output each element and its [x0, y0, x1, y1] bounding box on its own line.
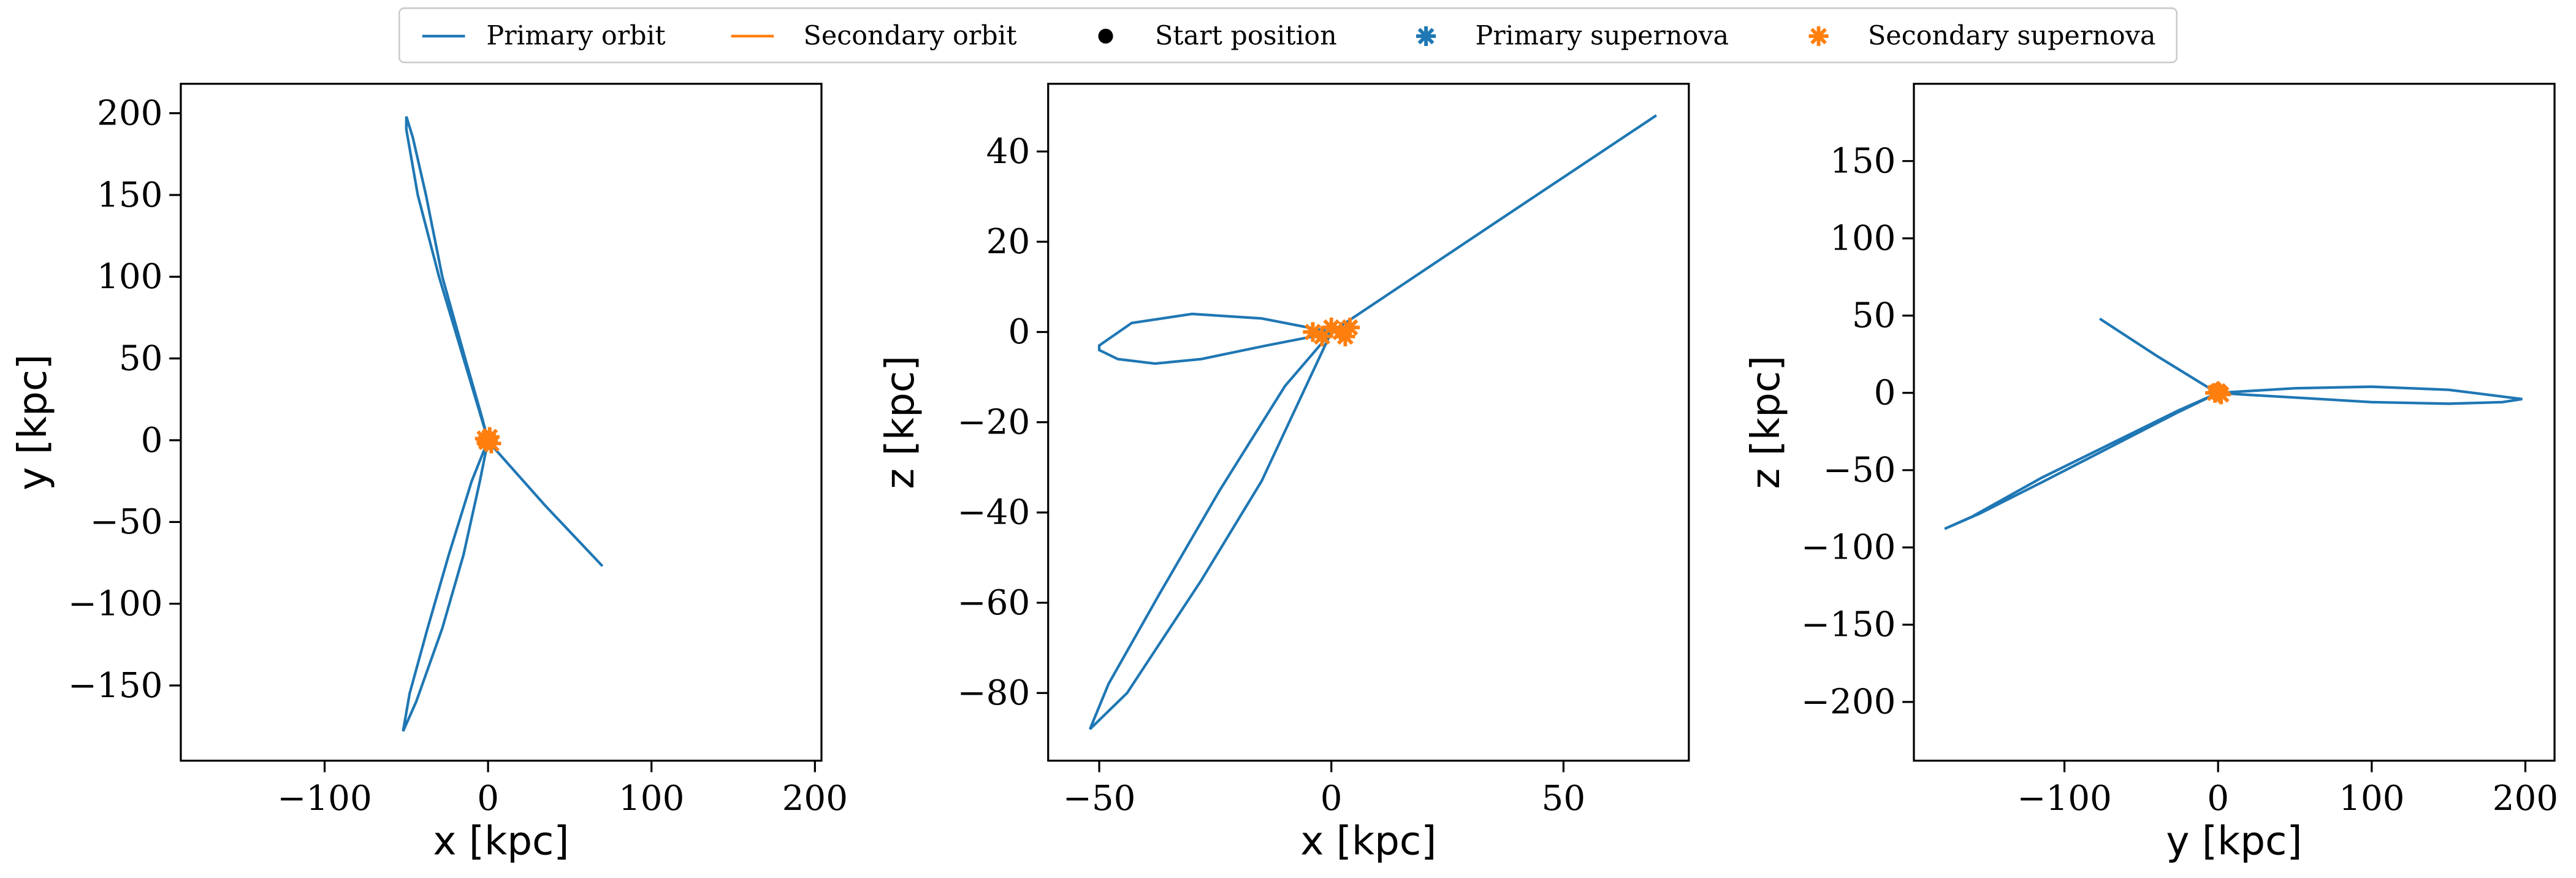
x-tick-label: 100 — [2339, 779, 2404, 819]
y-axis-label: z [kpc] — [877, 356, 923, 489]
y-tick-label: −150 — [1801, 605, 1896, 645]
x-tick-label: 0 — [2207, 779, 2229, 819]
legend-label: Primary orbit — [486, 20, 665, 51]
legend-label: Start position — [1155, 20, 1337, 51]
y-tick-label: 40 — [986, 132, 1031, 172]
y-tick-label: 200 — [97, 93, 162, 133]
y-tick-label: −20 — [958, 402, 1031, 442]
legend-label: Primary supernova — [1475, 20, 1729, 51]
y-tick-label: −50 — [90, 502, 163, 542]
supernova-marker — [478, 430, 498, 451]
y-tick-label: −150 — [68, 666, 163, 706]
supernova-marker — [1303, 322, 1323, 342]
x-tick-label: 0 — [477, 779, 499, 819]
orbit-line — [1944, 317, 2523, 530]
y-tick-label: 0 — [141, 421, 163, 460]
x-tick-label: 200 — [2493, 779, 2558, 819]
orbit-line — [402, 116, 604, 732]
x-tick-label: 50 — [1542, 779, 1586, 819]
y-tick-label: −50 — [1823, 451, 1896, 491]
supernova-marker — [2209, 383, 2230, 403]
x-axis-label: x [kpc] — [1300, 818, 1436, 864]
legend-box — [398, 7, 2178, 64]
orbit-line — [1088, 114, 1658, 730]
supernova-marker — [1339, 318, 1360, 338]
legend-marker — [1808, 26, 1829, 47]
legend-marker — [1416, 26, 1436, 47]
legend-label: Secondary supernova — [1868, 20, 2156, 51]
y-tick-label: −80 — [958, 673, 1031, 713]
x-tick-label: 0 — [1320, 779, 1343, 819]
x-tick-label: −100 — [2017, 779, 2112, 819]
legend-label: Secondary orbit — [804, 20, 1017, 51]
y-tick-label: −200 — [1801, 682, 1896, 722]
x-tick-label: 200 — [782, 779, 848, 819]
y-tick-label: −100 — [68, 584, 163, 624]
supernova-marker — [1312, 326, 1332, 346]
x-axis-label: y [kpc] — [2166, 818, 2302, 864]
y-axis-label: y [kpc] — [10, 354, 56, 491]
y-tick-label: −100 — [1801, 528, 1896, 568]
axes-frame — [1047, 83, 1690, 762]
x-tick-label: −50 — [1063, 779, 1136, 819]
y-tick-label: 50 — [1852, 296, 1896, 336]
y-tick-label: −60 — [958, 583, 1031, 623]
legend-marker — [1098, 28, 1113, 44]
y-tick-label: 50 — [119, 338, 163, 378]
x-tick-label: 100 — [619, 779, 684, 819]
x-axis-label: x [kpc] — [433, 818, 569, 864]
y-tick-label: 20 — [986, 222, 1031, 262]
y-tick-label: 0 — [1874, 373, 1896, 413]
y-tick-label: 150 — [1830, 141, 1896, 181]
axes-frame — [180, 83, 823, 762]
supernova-marker — [1335, 326, 1355, 346]
y-tick-label: 150 — [97, 175, 162, 215]
y-tick-label: 100 — [97, 257, 162, 297]
supernova-marker — [1321, 318, 1341, 338]
y-tick-label: −40 — [958, 493, 1031, 533]
axes-frame — [1913, 83, 2556, 762]
x-tick-label: −100 — [277, 779, 372, 819]
y-axis-label: z [kpc] — [1743, 356, 1789, 489]
y-tick-label: 0 — [1008, 312, 1030, 352]
y-tick-label: 100 — [1830, 218, 1896, 258]
